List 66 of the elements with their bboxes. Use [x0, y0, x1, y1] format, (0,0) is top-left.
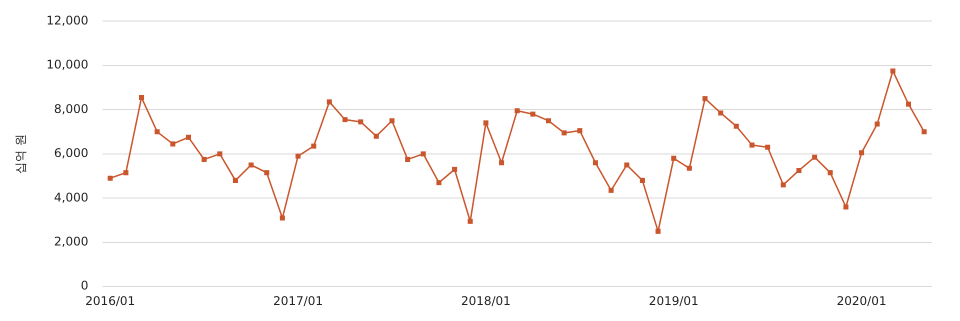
y-tick-label: 4,000 — [54, 190, 88, 204]
point — [577, 128, 582, 134]
point — [405, 156, 410, 162]
point — [232, 178, 238, 183]
point — [671, 156, 676, 161]
point — [154, 129, 160, 134]
x-tick-label: 2016/01 — [85, 294, 136, 308]
point — [499, 160, 504, 166]
point — [374, 134, 379, 139]
point — [436, 180, 442, 186]
point — [342, 117, 348, 122]
point — [483, 120, 488, 126]
point — [828, 170, 833, 176]
point — [264, 170, 270, 176]
point — [686, 166, 692, 171]
y-tick-label: 2,000 — [54, 234, 88, 248]
point — [358, 119, 364, 124]
point — [248, 162, 254, 168]
point — [718, 110, 724, 116]
point — [108, 176, 113, 181]
point — [420, 151, 426, 156]
point — [123, 170, 128, 176]
point — [296, 154, 301, 159]
point — [702, 96, 708, 102]
point — [859, 150, 864, 156]
point — [624, 162, 630, 168]
point — [922, 129, 927, 134]
point — [890, 68, 896, 74]
point — [217, 151, 222, 156]
point — [734, 124, 739, 129]
point — [906, 102, 912, 107]
x-tick-label: 2019/01 — [648, 294, 699, 308]
point — [389, 118, 394, 124]
y-tick-label: 8,000 — [54, 102, 88, 116]
x-tick-label: 2018/01 — [460, 294, 511, 308]
point — [780, 182, 786, 188]
point — [530, 112, 536, 117]
point — [514, 108, 520, 114]
point — [796, 168, 802, 174]
point — [468, 218, 473, 224]
point — [843, 204, 848, 210]
point — [874, 122, 880, 127]
point — [170, 141, 176, 146]
x-tick-label: 2020/01 — [836, 294, 886, 308]
point — [326, 99, 332, 104]
point — [202, 156, 207, 162]
point — [592, 160, 598, 166]
point — [139, 94, 144, 100]
point — [546, 118, 552, 124]
y-tick-label: 0 — [80, 278, 88, 293]
point — [812, 154, 818, 160]
point — [280, 216, 285, 221]
point — [765, 144, 770, 150]
x-tick-label: 2017/01 — [273, 294, 323, 308]
point — [749, 142, 755, 148]
point — [311, 144, 316, 149]
y-tick-label: 10,000 — [46, 58, 88, 72]
point — [186, 134, 191, 140]
point — [656, 228, 661, 234]
point — [562, 130, 567, 136]
point — [608, 188, 614, 193]
y-tick-label: 12,000 — [46, 13, 88, 28]
point — [452, 166, 458, 172]
point — [640, 178, 645, 183]
y-axis-title: 십억 원 — [13, 134, 28, 174]
y-tick-label: 6,000 — [54, 146, 88, 160]
